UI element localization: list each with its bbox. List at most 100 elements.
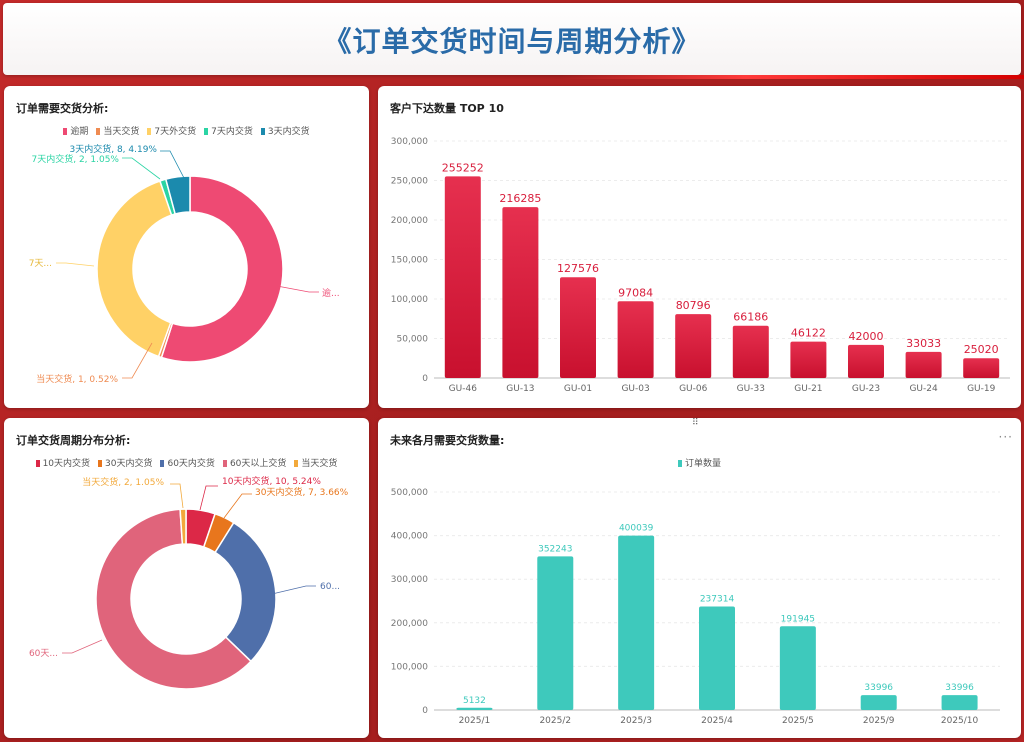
legend-swatch bbox=[260, 128, 265, 135]
legend-swatch bbox=[294, 460, 299, 467]
x-tick-label: 2025/10 bbox=[941, 716, 979, 726]
chart-legend[interactable]: 订单数量 bbox=[378, 456, 1021, 469]
slice-label-3day: 3天内交货, 8, 4.19% bbox=[70, 143, 158, 155]
bar-value-label: 33996 bbox=[945, 683, 974, 693]
leader-line-7day-out bbox=[56, 262, 95, 267]
bar-2025/1[interactable] bbox=[456, 707, 493, 710]
bar-GU-19[interactable] bbox=[963, 358, 1000, 378]
bar-GU-21[interactable] bbox=[790, 341, 827, 378]
bar-value-label: 66186 bbox=[733, 311, 768, 324]
bar-value-label: 127576 bbox=[557, 262, 599, 275]
x-tick-label: GU-06 bbox=[679, 384, 708, 394]
legend-label: 7天外交货 bbox=[154, 127, 197, 137]
legend-item[interactable]: 订单数量 bbox=[677, 456, 721, 469]
donut-slice-7天外交货[interactable] bbox=[96, 180, 173, 358]
x-tick-label: 2025/2 bbox=[539, 716, 571, 726]
more-options-icon[interactable]: ··· bbox=[998, 430, 1013, 444]
y-tick-label: 400,000 bbox=[391, 532, 428, 542]
leader-line-7day-in bbox=[122, 157, 161, 180]
legend-item[interactable]: 3天内交货 bbox=[260, 124, 310, 137]
bar-GU-23[interactable] bbox=[848, 344, 884, 378]
top-customers-bar-chart[interactable]: 0 50,000 100,000 150,000 200,000 250,000 300,0… bbox=[378, 86, 1021, 408]
legend-label: 60天以上交货 bbox=[229, 459, 287, 469]
bar-2025/5[interactable] bbox=[779, 626, 816, 710]
y-tick-label: 300,000 bbox=[391, 137, 428, 147]
legend-swatch bbox=[35, 460, 40, 467]
bar-value-label: 33996 bbox=[864, 683, 893, 693]
legend-label: 10天内交货 bbox=[42, 459, 91, 469]
bar-value-label: 255252 bbox=[442, 161, 484, 174]
x-tick-label: GU-03 bbox=[621, 384, 649, 394]
legend-item[interactable]: 7天内交货 bbox=[204, 124, 253, 137]
bar-GU-06[interactable] bbox=[675, 314, 712, 378]
donut-slice-3天内交货[interactable] bbox=[164, 175, 191, 215]
panel-title: 未来各月需要交货数量: bbox=[390, 434, 505, 447]
bar-value-label: 42000 bbox=[849, 330, 884, 343]
legend-item[interactable]: 逾期 bbox=[63, 124, 88, 137]
donut-slice-逾期[interactable] bbox=[160, 175, 284, 363]
chart-legend[interactable]: 10天内交货 30天内交货 60天内交货 60天以上交货 当天交货 bbox=[4, 456, 369, 469]
legend-item[interactable]: 60天内交货 bbox=[160, 456, 215, 469]
bar-2025/2[interactable] bbox=[537, 556, 574, 710]
x-tick-label: GU-21 bbox=[794, 384, 822, 394]
bar-value-label: 80796 bbox=[676, 299, 711, 312]
bar-2025/10[interactable] bbox=[941, 695, 978, 710]
legend-label: 60天内交货 bbox=[167, 459, 215, 469]
bar-2025/9[interactable] bbox=[860, 695, 897, 710]
donut-slice-当天交货[interactable] bbox=[179, 508, 187, 545]
x-tick-label: GU-19 bbox=[967, 384, 996, 394]
monthly-delivery-bar-chart[interactable]: 0 100,000 200,000 300,000 400,000 500,000 5132… bbox=[378, 418, 1021, 738]
legend-label: 逾期 bbox=[70, 127, 89, 137]
bar-GU-33[interactable] bbox=[732, 325, 769, 378]
legend-swatch bbox=[98, 460, 103, 467]
drag-handle-icon[interactable]: ⠿ bbox=[692, 418, 699, 428]
dashboard-header: 《订单交货时间与周期分析》 bbox=[3, 3, 1021, 75]
bar-GU-01[interactable] bbox=[560, 277, 596, 378]
panel-title: 订单交货周期分布分析: bbox=[16, 434, 131, 447]
y-tick-label: 100,000 bbox=[391, 662, 428, 672]
legend-swatch bbox=[147, 128, 152, 135]
x-tick-label: 2025/4 bbox=[701, 716, 733, 726]
x-tick-label: GU-01 bbox=[564, 384, 592, 394]
bar-value-label: 237314 bbox=[700, 595, 735, 605]
legend-item[interactable]: 当天交货 bbox=[96, 124, 139, 137]
x-tick-label: GU-23 bbox=[852, 384, 880, 394]
y-tick-label: 150,000 bbox=[391, 256, 428, 266]
donut-slice-60天内交货[interactable] bbox=[214, 521, 277, 663]
legend-label: 当天交货 bbox=[103, 127, 140, 137]
bar-2025/4[interactable] bbox=[699, 606, 735, 710]
legend-swatch bbox=[677, 460, 682, 467]
leader-line-60day bbox=[271, 585, 316, 595]
top-customers-panel: 客户下达数量 TOP 10 0 50,000 100,000 150,000 200,0… bbox=[378, 86, 1021, 408]
x-tick-label: GU-46 bbox=[449, 384, 478, 394]
legend-item[interactable]: 7天外交货 bbox=[147, 124, 196, 137]
cycle-distribution-panel: 订单交货周期分布分析: 10天内交货 30天内交货 60天内交货 60天以上交货 当天交… bbox=[4, 418, 369, 738]
donut-slice-60天以上交货[interactable] bbox=[95, 508, 252, 690]
y-tick-label: 100,000 bbox=[391, 295, 428, 305]
slice-label-60day: 60... bbox=[320, 582, 340, 592]
y-tick-label: 0 bbox=[422, 706, 428, 716]
legend-item[interactable]: 10天内交货 bbox=[35, 456, 91, 469]
bar-value-label: 400039 bbox=[619, 524, 654, 534]
bar-GU-24[interactable] bbox=[905, 351, 942, 378]
legend-label: 订单数量 bbox=[684, 459, 721, 469]
legend-item[interactable]: 30天内交货 bbox=[98, 456, 152, 469]
bar-GU-03[interactable] bbox=[617, 301, 654, 378]
legend-item[interactable]: 当天交货 bbox=[294, 456, 337, 469]
legend-item[interactable]: 60天以上交货 bbox=[222, 456, 287, 469]
slice-label-today: 当天交货, 1, 0.52% bbox=[36, 373, 118, 385]
panel-title: 客户下达数量 TOP 10 bbox=[390, 102, 504, 115]
chart-legend[interactable]: 逾期 当天交货 7天外交货 7天内交货 3天内交货 bbox=[4, 124, 369, 137]
bar-GU-46[interactable] bbox=[444, 176, 481, 378]
legend-swatch bbox=[204, 128, 209, 135]
panel-title: 订单需要交货分析: bbox=[16, 102, 109, 115]
delivery-need-donut-chart[interactable]: 3天内交货, 8, 4.19% 7天内交货, 2, 1.05% 7天... 逾.… bbox=[4, 86, 369, 408]
leader-line-today bbox=[170, 483, 184, 509]
legend-label: 当天交货 bbox=[301, 459, 338, 469]
bar-GU-13[interactable] bbox=[502, 207, 539, 378]
y-tick-label: 0 bbox=[422, 374, 428, 384]
cycle-distribution-donut-chart[interactable]: 当天交货, 2, 1.05% 10天内交货, 10, 5.24% 30天内交货,… bbox=[4, 418, 369, 738]
bar-2025/3[interactable] bbox=[618, 535, 655, 710]
slice-label-7day-in: 7天内交货, 2, 1.05% bbox=[32, 153, 120, 165]
y-tick-label: 500,000 bbox=[391, 488, 428, 498]
